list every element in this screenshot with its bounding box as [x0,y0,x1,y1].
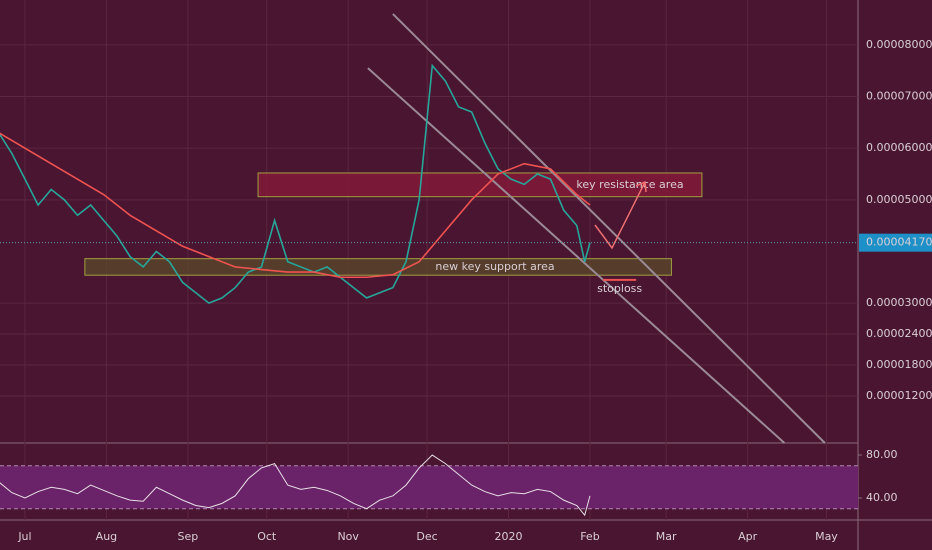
x-tick-label: May [815,530,838,543]
price-line [0,132,591,279]
y-tick-label: 0.00002400 [866,327,932,340]
x-tick-label: Apr [738,530,758,543]
rsi-tick-label: 80.00 [866,448,898,461]
x-tick-label: Dec [416,530,437,543]
x-tick-label: Sep [178,530,199,543]
stoploss-label: stoploss [597,282,642,295]
y-tick-label: 0.00001800 [866,358,932,371]
x-tick-label: Nov [337,530,359,543]
y-tick-label: 0.00007000 [866,90,932,103]
zone [84,258,672,276]
x-tick-label: Jul [17,530,31,543]
trendline [392,13,826,444]
projection-arrow [594,180,647,250]
y-tick-label: 0.00008000 [866,38,932,51]
y-tick-label: 0.00001200 [866,389,932,402]
x-tick-label: Mar [656,530,677,543]
last-price-box [859,233,932,252]
x-tick-label: 2020 [494,530,522,543]
x-tick-label: Aug [96,530,117,543]
x-tick-label: Oct [257,530,277,543]
rsi-tick-label: 40.00 [866,491,898,504]
zone [257,172,703,198]
y-tick-label: 0.00003000 [866,296,932,309]
x-tick-label: Feb [580,530,599,543]
rsi-line [0,454,591,517]
rsi-band [0,465,858,509]
zone-label: new key support area [435,260,554,273]
last-price-label: 0.00004170 [866,236,932,249]
zone-label: key resistance area [576,178,683,191]
trendline [367,67,786,444]
y-tick-label: 0.00006000 [866,141,932,154]
y-tick-label: 0.00005000 [866,193,932,206]
